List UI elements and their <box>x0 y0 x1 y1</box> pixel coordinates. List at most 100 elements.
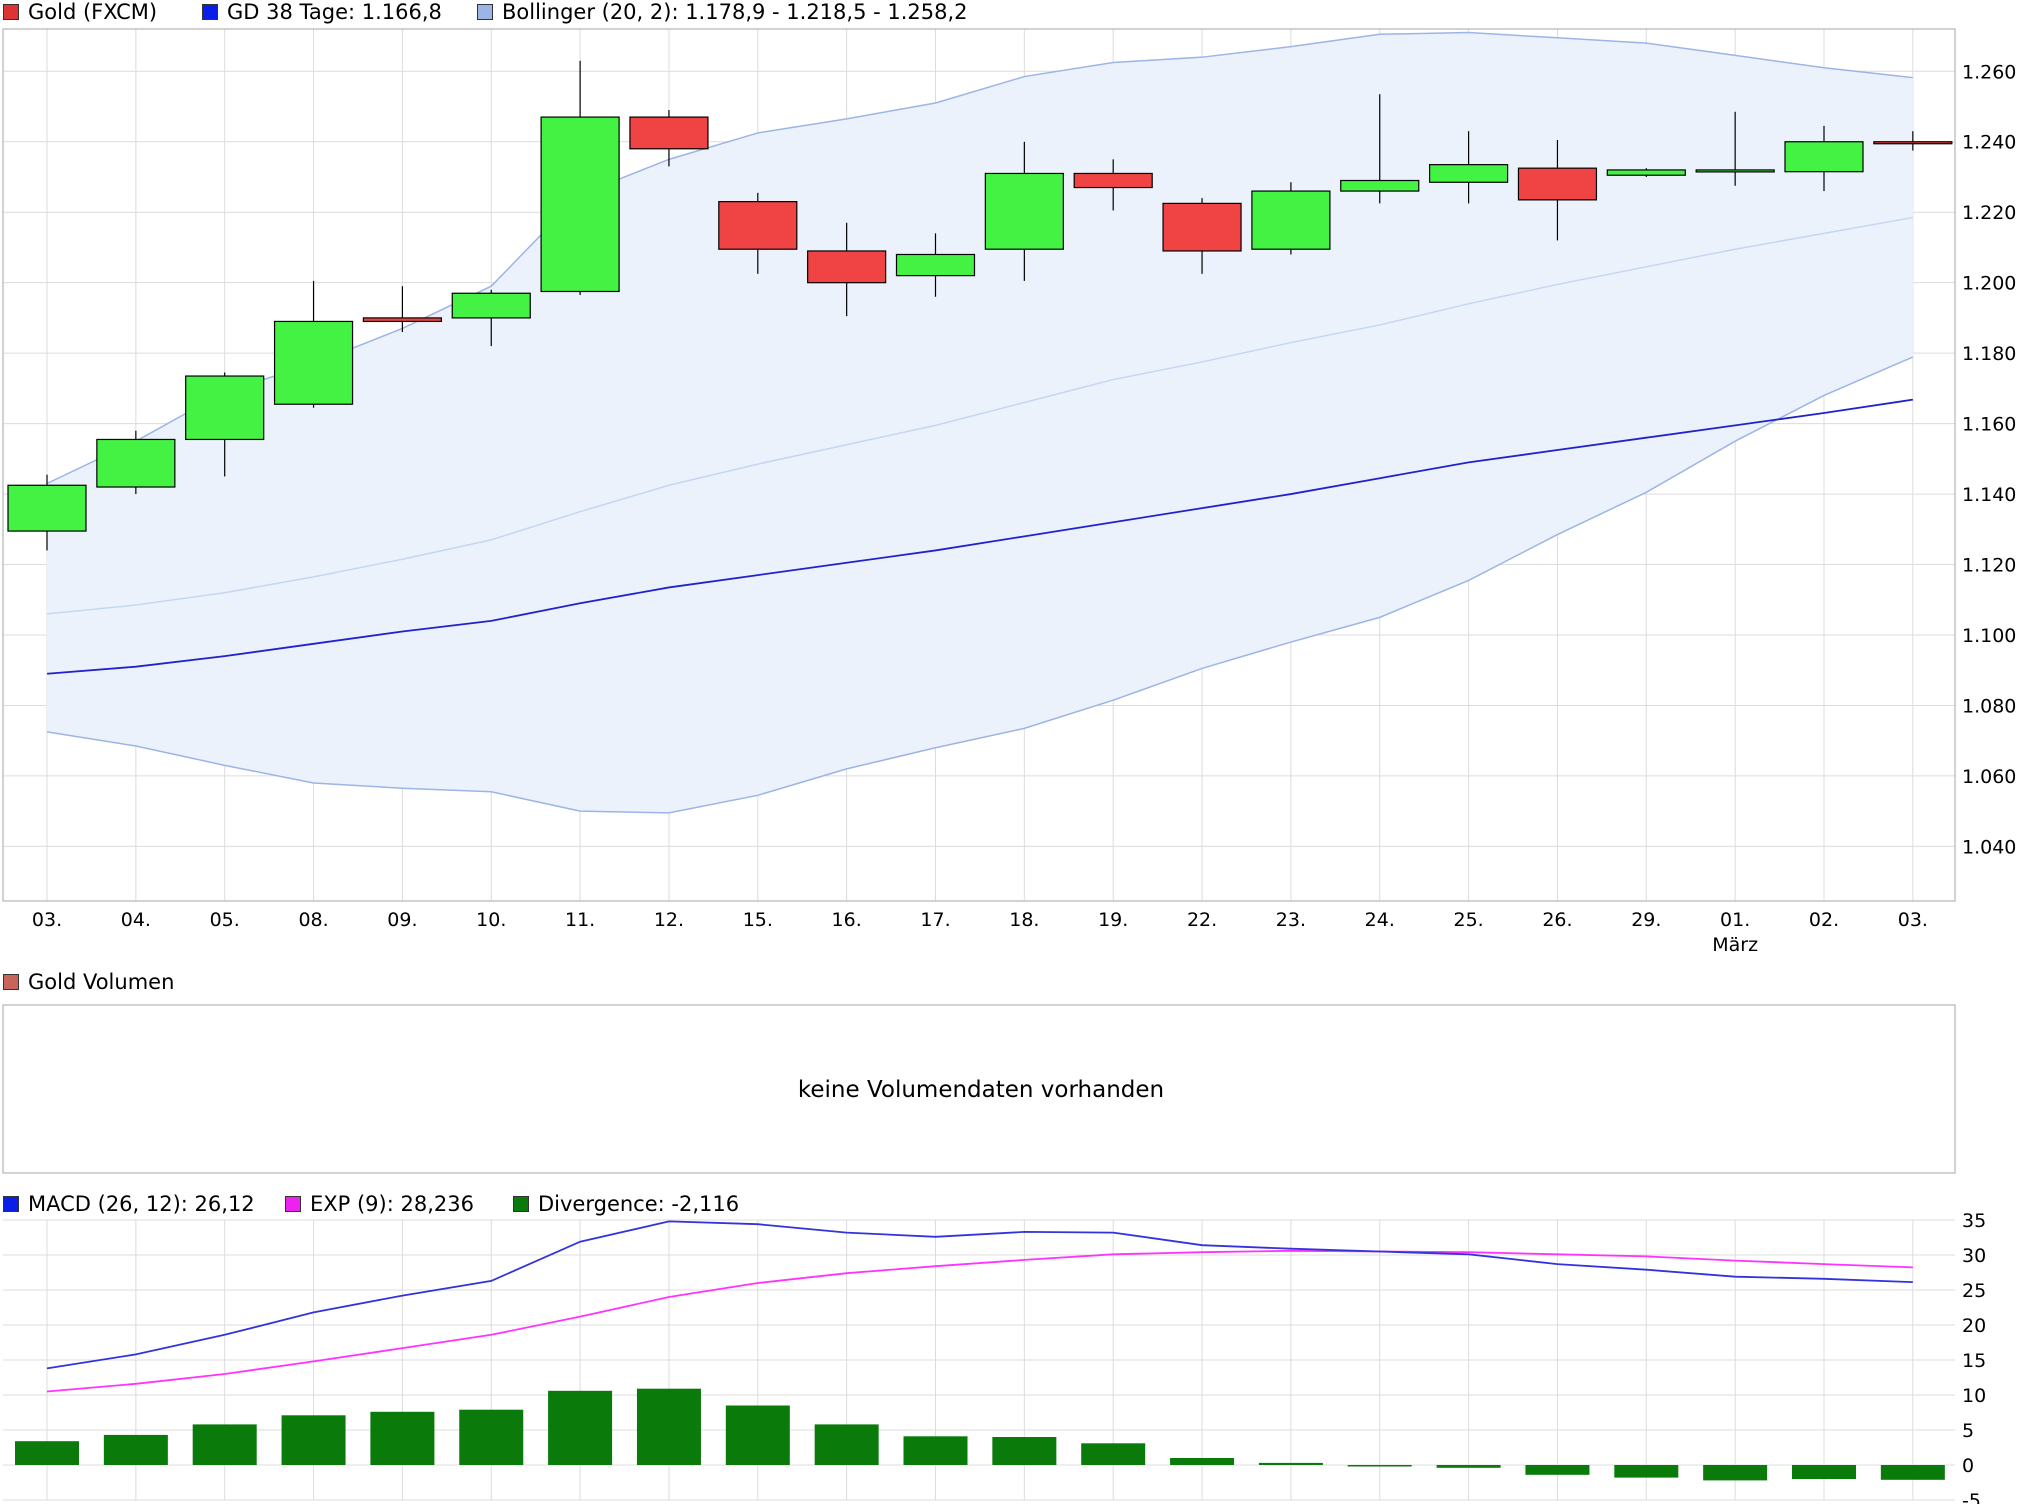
macd-axis: -5 0 5 10 15 20 25 30 35 <box>1962 1210 1986 1504</box>
candle <box>185 372 265 477</box>
bollinger-band-fill <box>47 32 1913 813</box>
price-y-tick-label: 1.060 <box>1962 766 2016 788</box>
volume-legend: Gold Volumen <box>3 970 174 994</box>
candle-body <box>1251 190 1331 250</box>
candle-body <box>1695 169 1775 173</box>
candle-body <box>1517 167 1598 201</box>
legend-label: Bollinger (20, 2): 1.178,9 - 1.218,5 - 1… <box>502 0 968 24</box>
bollinger-bands <box>46 31 1914 814</box>
candle-body <box>984 172 1064 250</box>
price-y-tick-label: 1.140 <box>1962 484 2016 506</box>
divergence-bar <box>1258 1462 1323 1465</box>
price-legend-gd38: GD 38 Tage: 1.166,8 <box>202 0 442 24</box>
candle-body <box>7 484 87 532</box>
legend-label: MACD (26, 12): 26,12 <box>28 1192 255 1216</box>
candle-body <box>273 320 354 405</box>
candle-body <box>1873 141 1953 145</box>
candle <box>451 289 531 347</box>
divergence-bar <box>1703 1465 1768 1481</box>
candle <box>1428 131 1509 204</box>
candle-body <box>1428 164 1509 183</box>
x-tick-label: 04. <box>121 909 151 931</box>
x-tick-label: 18. <box>1009 909 1039 931</box>
x-tick-label: 05. <box>210 909 240 931</box>
candle-body <box>1073 172 1153 189</box>
candle-body <box>96 438 176 488</box>
candle <box>1073 159 1153 211</box>
x-tick-label: 15. <box>743 909 773 931</box>
divergence-bar <box>1792 1465 1856 1479</box>
divergence-bars <box>15 1388 1945 1481</box>
macd-line <box>46 1220 1913 1370</box>
candle-body <box>807 250 887 284</box>
macd-lines <box>46 1220 1913 1393</box>
price-y-tick-label: 1.180 <box>1962 343 2016 365</box>
price-y-tick-label: 1.220 <box>1962 202 2016 224</box>
macd-y-tick-label: 25 <box>1962 1280 1986 1302</box>
divergence-bar <box>725 1405 790 1465</box>
x-tick-label: 22. <box>1187 909 1217 931</box>
divergence-bar <box>192 1424 257 1465</box>
legend-label: Divergence: -2,116 <box>538 1192 740 1216</box>
candle <box>1873 131 1953 151</box>
volume-frame <box>2 1004 1956 1174</box>
legend-label: GD 38 Tage: 1.166,8 <box>227 0 442 24</box>
macd-y-tick-label: 15 <box>1962 1350 1986 1372</box>
candle <box>895 233 976 297</box>
macd-y-tick-label: 10 <box>1962 1385 1986 1407</box>
divergence-bar <box>1081 1443 1146 1465</box>
candle <box>273 280 354 408</box>
price-y-tick-label: 1.120 <box>1962 555 2016 577</box>
x-tick-label: 02. <box>1809 909 1839 931</box>
price-y-tick-label: 1.240 <box>1962 132 2016 154</box>
macd-legend-macd: MACD (26, 12): 26,12 <box>3 1192 255 1216</box>
legend-swatch <box>3 4 19 20</box>
x-tick-label: 01. <box>1720 909 1750 931</box>
macd-y-tick-label: 0 <box>1962 1455 1974 1477</box>
price-y-tick-label: 1.040 <box>1962 836 2016 858</box>
x-tick-label: 16. <box>832 909 862 931</box>
candle-body <box>1606 169 1686 176</box>
candle <box>540 60 620 296</box>
divergence-bar <box>992 1437 1057 1465</box>
macd-legend-exp: EXP (9): 28,236 <box>285 1192 474 1216</box>
macd-y-tick-label: -5 <box>1962 1490 1981 1504</box>
divergence-bar <box>903 1436 968 1465</box>
x-tick-label: 10. <box>476 909 506 931</box>
candle-body <box>718 201 798 250</box>
divergence-bar <box>814 1424 879 1465</box>
price-y-tick-label: 1.160 <box>1962 414 2016 436</box>
price-y-tick-label: 1.080 <box>1962 695 2016 717</box>
x-tick-label: 03. <box>32 909 62 931</box>
gd38-line-group <box>46 398 1913 675</box>
x-tick-label: 03. <box>1898 909 1928 931</box>
candle <box>1251 182 1331 255</box>
divergence-bar <box>15 1441 79 1465</box>
x-tick-label: 09. <box>387 909 417 931</box>
price-y-tick-label: 1.100 <box>1962 625 2016 647</box>
divergence-bar <box>1170 1458 1235 1465</box>
candle <box>1606 168 1686 177</box>
candles <box>7 60 1953 551</box>
candle <box>629 110 709 167</box>
volume-message: keine Volumendaten vorhanden <box>798 1077 1164 1103</box>
legend-swatch <box>3 974 19 990</box>
legend-swatch <box>477 4 493 20</box>
candle <box>1695 111 1775 186</box>
candle-body <box>1784 141 1864 173</box>
x-tick-label: 23. <box>1276 909 1306 931</box>
candle-body <box>540 116 620 293</box>
x-tick-label: 29. <box>1631 909 1661 931</box>
divergence-bar <box>636 1388 701 1465</box>
candle <box>718 192 798 274</box>
candle-body <box>1162 202 1242 252</box>
candle <box>807 222 887 317</box>
gd38-line <box>46 398 1913 675</box>
divergence-bar <box>1347 1465 1412 1467</box>
price-frame <box>2 28 1956 902</box>
bollinger-upper-line <box>46 31 1913 485</box>
divergence-bar <box>1436 1465 1501 1468</box>
x-tick-label: 25. <box>1453 909 1483 931</box>
macd-legend-divergence: Divergence: -2,116 <box>513 1192 739 1216</box>
